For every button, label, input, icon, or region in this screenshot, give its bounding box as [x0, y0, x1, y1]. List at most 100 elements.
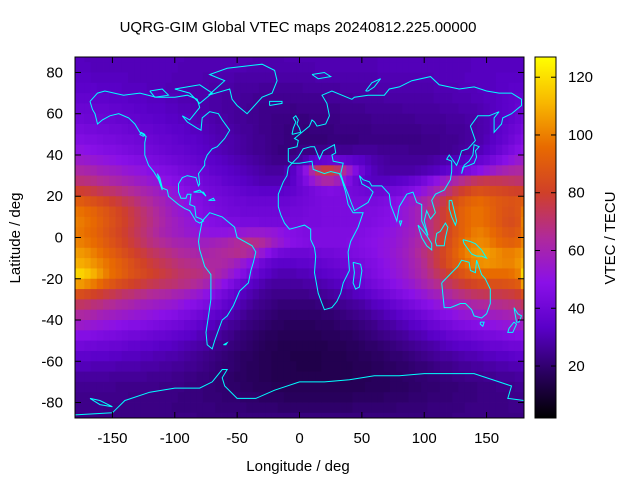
heatmap-cell [477, 402, 484, 414]
heatmap-cell [452, 72, 459, 84]
heatmap-cell [84, 402, 91, 414]
heatmap-cell [196, 196, 204, 207]
heatmap-cell [346, 185, 353, 197]
heatmap-cell [477, 62, 484, 73]
heatmap-cell [452, 103, 459, 115]
heatmap-cell [121, 206, 129, 218]
heatmap-cell [221, 268, 229, 280]
heatmap-cell [458, 196, 466, 207]
heatmap-cell [209, 412, 216, 418]
heatmap-cell [128, 82, 135, 94]
heatmap-cell [140, 72, 148, 84]
heatmap-cell [96, 144, 104, 156]
heatmap-cell [464, 113, 472, 125]
heatmap-cell [184, 196, 191, 207]
heatmap-cell [364, 350, 372, 362]
heatmap-cell [371, 340, 378, 352]
heatmap-cell [283, 309, 291, 321]
heatmap-cell [321, 134, 328, 146]
heatmap-cell [327, 371, 335, 383]
heatmap-cell [271, 93, 279, 104]
heatmap-cell [383, 144, 391, 156]
heatmap-cell [408, 206, 416, 218]
heatmap-cell [308, 402, 316, 414]
heatmap-cell [371, 278, 378, 290]
heatmap-cell [483, 144, 491, 156]
heatmap-cell [508, 340, 516, 352]
heatmap-cell [159, 62, 166, 73]
heatmap-cell [221, 350, 229, 362]
heatmap-cell [277, 381, 285, 393]
heatmap-cell [502, 361, 509, 372]
heatmap-cell [234, 268, 241, 280]
heatmap-cell [75, 144, 79, 156]
heatmap-cell [296, 237, 304, 249]
heatmap-cell [234, 278, 241, 290]
heatmap-cell [452, 278, 459, 290]
heatmap-cell [277, 371, 285, 383]
heatmap-cell [290, 82, 297, 94]
heatmap-cell [439, 196, 447, 207]
heatmap-cell [414, 412, 422, 418]
heatmap-cell [265, 268, 272, 280]
heatmap-cell [296, 185, 304, 197]
heatmap-cell [414, 185, 422, 197]
heatmap-cell [340, 330, 347, 342]
heatmap-cell [340, 340, 347, 352]
heatmap-cell [75, 227, 79, 238]
heatmap-cell [396, 134, 403, 146]
heatmap-cell [489, 237, 497, 249]
heatmap-cell [234, 216, 241, 228]
heatmap-cell [470, 165, 478, 177]
heatmap-cell [146, 216, 154, 228]
heatmap-cell [327, 268, 335, 280]
heatmap-cell [84, 330, 91, 342]
heatmap-cell [333, 196, 341, 207]
heatmap-cell [433, 320, 441, 331]
heatmap-cell [240, 175, 247, 187]
heatmap-cell [414, 206, 422, 218]
heatmap-cell [159, 113, 166, 125]
heatmap-cell [75, 82, 79, 94]
heatmap-cell [146, 289, 154, 300]
heatmap-cell [283, 381, 291, 393]
heatmap-cell [134, 216, 141, 228]
heatmap-cell [90, 350, 98, 362]
heatmap-cell [140, 309, 148, 321]
heatmap-cell [470, 82, 478, 94]
heatmap-cell [96, 320, 104, 331]
heatmap-cell [227, 154, 235, 166]
heatmap-cell [202, 402, 210, 414]
heatmap-cell [146, 299, 154, 311]
heatmap-cell [209, 144, 216, 156]
heatmap-cell [408, 62, 416, 73]
heatmap-cell [109, 144, 116, 156]
heatmap-cell [377, 392, 385, 403]
heatmap-cell [439, 113, 447, 125]
heatmap-cell [171, 113, 179, 125]
heatmap-cell [215, 175, 222, 187]
heatmap-cell [234, 72, 241, 84]
heatmap-cell [202, 320, 210, 331]
heatmap-cell [520, 144, 524, 156]
x-tick-label: -150 [97, 430, 127, 447]
heatmap-cell [152, 330, 160, 342]
heatmap-cell [171, 72, 179, 84]
heatmap-cell [121, 247, 129, 259]
heatmap-cell [115, 196, 123, 207]
heatmap-cell [78, 412, 85, 418]
heatmap-cell [146, 258, 154, 269]
heatmap-cell [177, 175, 185, 187]
heatmap-cell [171, 330, 179, 342]
heatmap-cell [90, 289, 98, 300]
heatmap-cell [283, 412, 291, 418]
heatmap-cell [433, 227, 441, 238]
heatmap-cell [121, 196, 129, 207]
heatmap-cell [514, 361, 522, 372]
heatmap-cell [377, 258, 385, 269]
heatmap-cell [470, 196, 478, 207]
heatmap-cell [115, 206, 123, 218]
heatmap-cell [202, 381, 210, 393]
heatmap-cell [340, 185, 347, 197]
heatmap-cell [252, 350, 260, 362]
